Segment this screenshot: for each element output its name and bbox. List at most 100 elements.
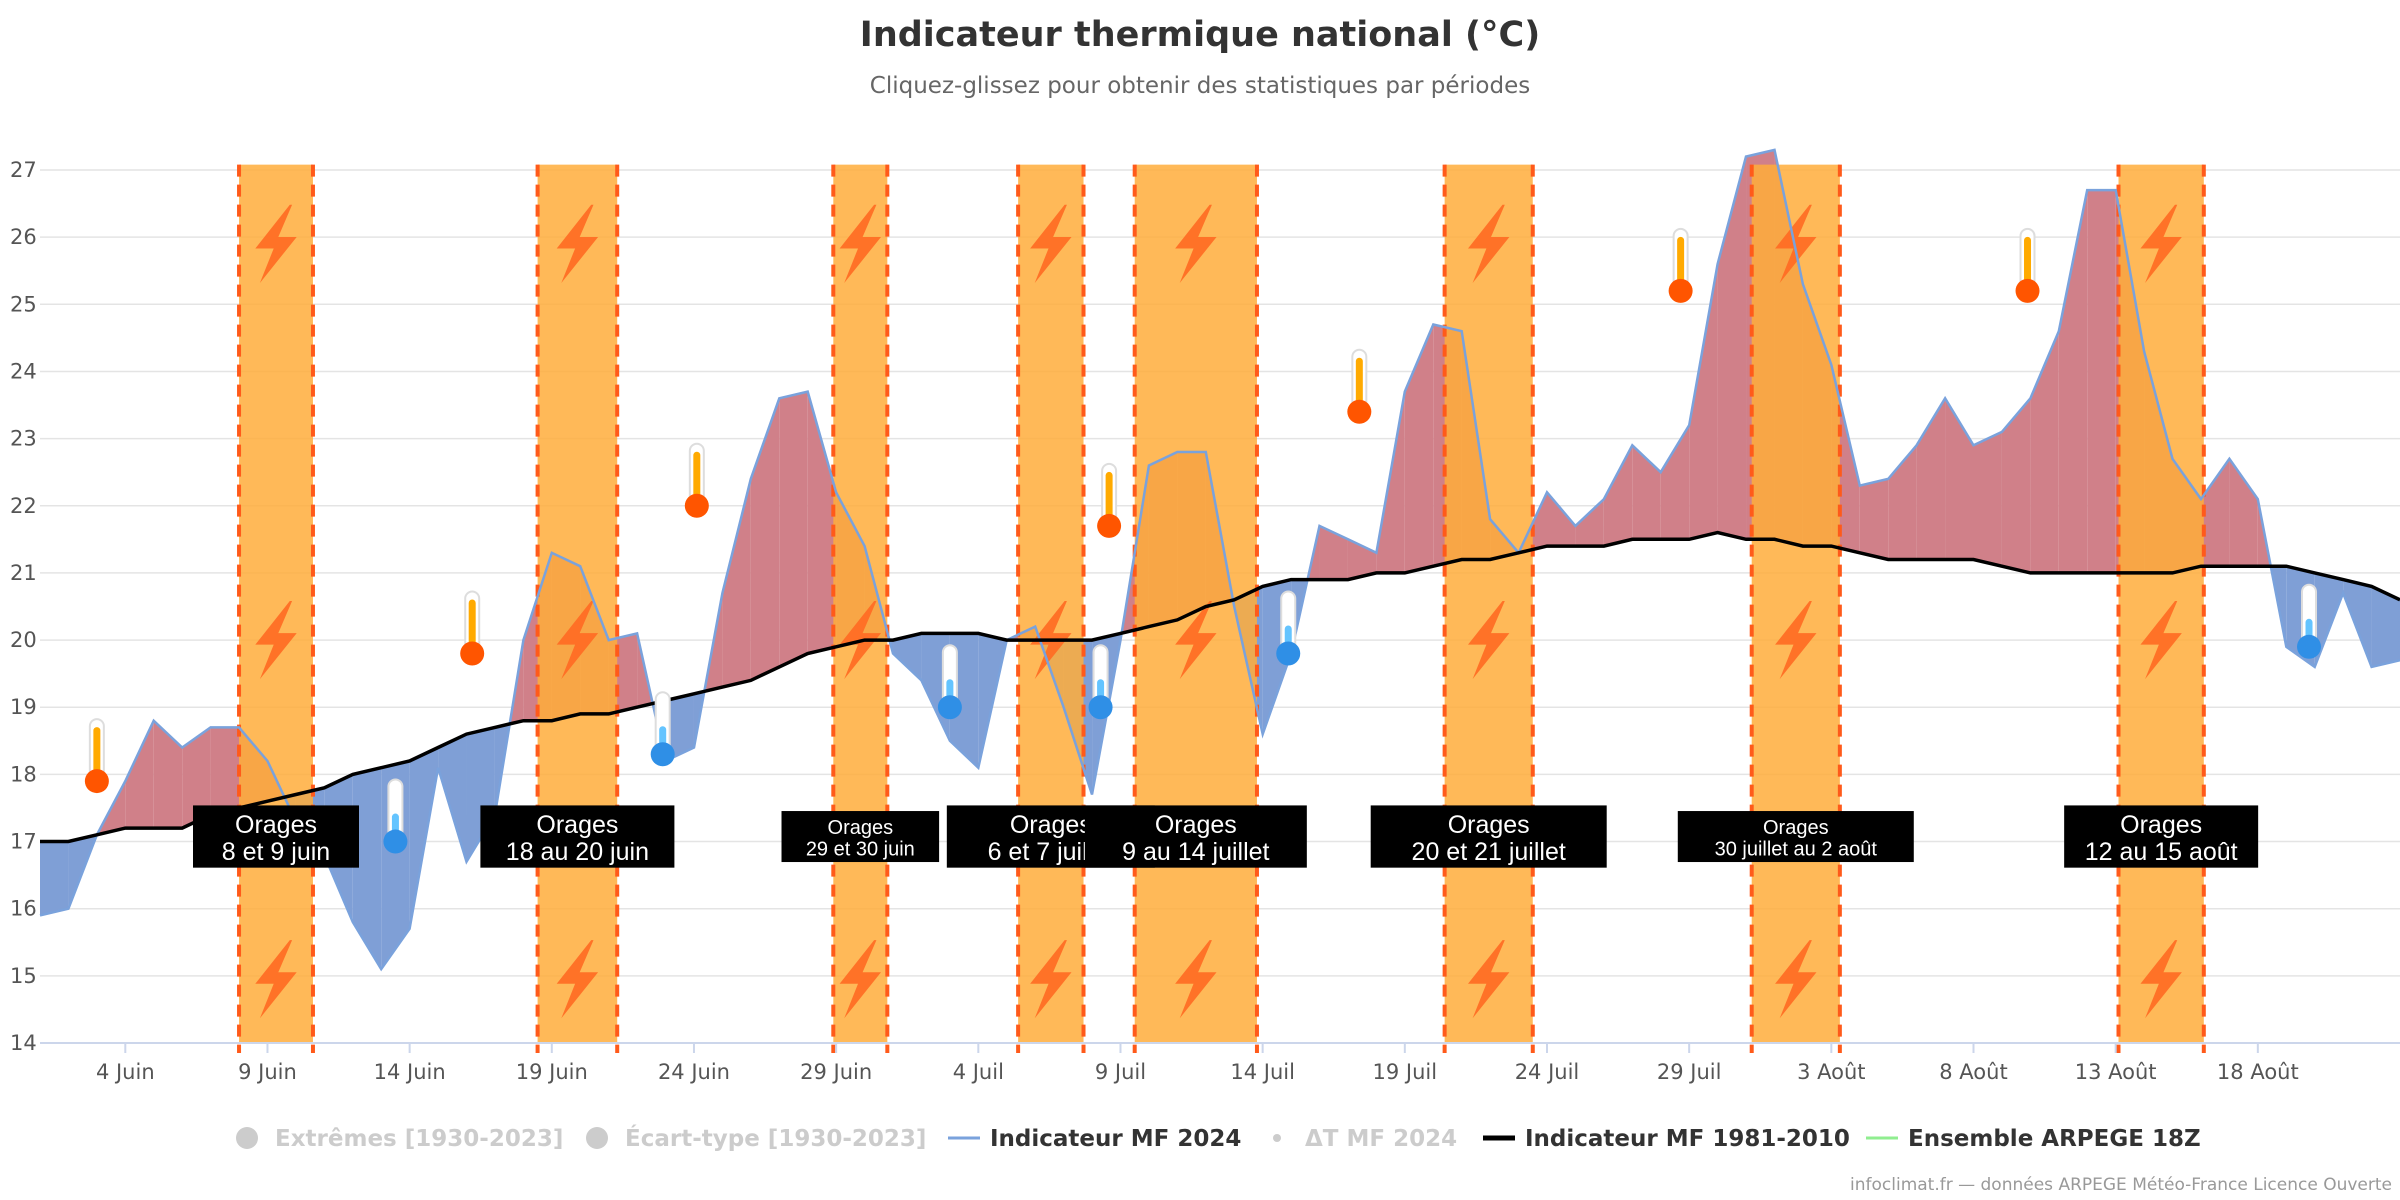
storm-label-text: Orages [828,817,894,839]
warm-deviation-area [1661,425,1689,539]
thermometer-warm-icon [1097,464,1121,538]
x-tick-label: 9 Juil [1095,1060,1146,1084]
storm-band[interactable] [1752,165,1840,1043]
legend[interactable]: Extrêmes [1930-2023] Écart-type [1930-202… [236,1124,2201,1152]
storm-band[interactable] [1445,165,1533,1043]
y-tick-label: 16 [10,897,37,921]
warm-deviation-area [779,392,807,667]
warm-deviation-area [722,479,750,687]
x-tick-label: 19 Juil [1373,1060,1438,1084]
x-tick-label: 4 Juil [953,1060,1004,1084]
legend-item[interactable]: Extrêmes [1930-2023] [236,1126,563,1152]
warm-deviation-area [154,721,182,828]
storm-label-text: Orages [2120,811,2202,839]
legend-item[interactable]: ΔT MF 2024 [1273,1126,1457,1152]
chart-subtitle: Cliquez-glissez pour obtenir des statist… [870,73,1530,99]
storm-label-text: Orages [536,811,618,839]
warm-deviation-area [2002,398,2030,573]
storm-label-text: 9 au 14 juillet [1122,838,1269,866]
x-tick-label: 24 Juin [658,1060,730,1084]
warm-deviation-area [1604,445,1632,546]
y-tick-label: 23 [10,427,37,451]
storm-label-text: 20 et 21 juillet [1412,838,1566,866]
legend-symbol-dot [1273,1134,1281,1142]
thermometer-warm-icon [685,444,709,518]
y-tick-label: 24 [10,359,37,383]
legend-label: Indicateur MF 2024 [990,1126,1241,1152]
legend-item[interactable]: Écart-type [1930-2023] [586,1124,926,1152]
y-tick-label: 26 [10,225,37,249]
legend-item[interactable]: Indicateur MF 2024 [948,1126,1241,1152]
storm-band[interactable] [2119,165,2204,1043]
storm-label: Orages12 au 15 août [2064,805,2258,867]
warm-deviation-area [2087,190,2115,573]
storm-label-text: 29 et 30 juin [806,839,915,861]
storm-label-text: 30 juillet au 2 août [1715,839,1878,861]
warm-deviation-area [2229,459,2257,566]
storm-label-text: 18 au 20 juin [506,838,649,866]
x-tick-label: 14 Juil [1230,1060,1295,1084]
storm-label-text: 12 au 15 août [2085,838,2238,866]
y-tick-label: 14 [10,1031,37,1055]
x-tick-label: 14 Juin [374,1060,446,1084]
y-tick-label: 15 [10,964,37,988]
thermometer-warm-icon [1669,229,1693,303]
y-tick-label: 22 [10,494,37,518]
storm-label-text: Orages [1763,817,1829,839]
chart-title: Indicateur thermique national (°C) [860,15,1540,55]
storm-label-text: Orages [1448,811,1530,839]
storm-label: Orages30 juillet au 2 août [1678,811,1914,862]
legend-item[interactable]: Ensemble ARPEGE 18Z [1866,1126,2201,1152]
thermometer-warm-icon [460,592,484,666]
x-tick-label: 9 Juin [238,1060,297,1084]
x-tick-label: 13 Août [2075,1060,2157,1084]
storm-label-text: 8 et 9 juin [222,838,330,866]
y-tick-label: 21 [10,561,37,585]
warm-deviation-area [1405,324,1433,572]
legend-symbol-circle [236,1127,258,1149]
x-tick-label: 29 Juin [800,1060,872,1084]
y-tick-label: 25 [10,292,37,316]
storm-label-text: Orages [1010,811,1092,839]
y-tick-label: 19 [10,695,37,719]
legend-label: ΔT MF 2024 [1305,1126,1457,1152]
x-tick-label: 19 Juin [516,1060,588,1084]
legend-label: Ensemble ARPEGE 18Z [1908,1126,2201,1152]
x-tick-label: 24 Juil [1515,1060,1580,1084]
cold-deviation-area [40,842,68,916]
storm-band[interactable] [1018,165,1083,1043]
warm-deviation-area [211,727,239,814]
thermal-indicator-chart[interactable]: Indicateur thermique national (°C) Cliqu… [0,0,2400,1200]
storm-band[interactable] [538,165,618,1043]
legend-label: Extrêmes [1930-2023] [275,1126,563,1152]
storm-label-text: Orages [235,811,317,839]
credits[interactable]: infoclimat.fr — données ARPEGE Météo-Fra… [1850,1175,2392,1195]
x-tick-label: 3 Août [1797,1060,1865,1084]
thermometer-warm-icon [2016,229,2040,303]
cold-deviation-area [438,734,466,862]
storm-band[interactable] [1135,165,1257,1043]
cold-deviation-area [353,768,381,969]
y-tick-label: 18 [10,762,37,786]
legend-symbol-circle [586,1127,608,1149]
x-tick-label: 4 Juin [96,1060,155,1084]
warm-deviation-area [2059,190,2087,573]
y-tick-label: 27 [10,158,37,182]
legend-label: Indicateur MF 1981-2010 [1525,1126,1850,1152]
x-tick-label: 18 Août [2217,1060,2299,1084]
legend-label: Écart-type [1930-2023] [625,1124,926,1152]
y-tick-label: 17 [10,830,37,854]
x-tick-label: 29 Juil [1657,1060,1722,1084]
storm-band[interactable] [239,165,313,1043]
thermometer-warm-icon [85,719,109,793]
thermometer-warm-icon [1347,350,1371,424]
legend-item[interactable]: Indicateur MF 1981-2010 [1483,1126,1850,1152]
y-tick-label: 20 [10,628,37,652]
storm-label-text: Orages [1155,811,1237,839]
